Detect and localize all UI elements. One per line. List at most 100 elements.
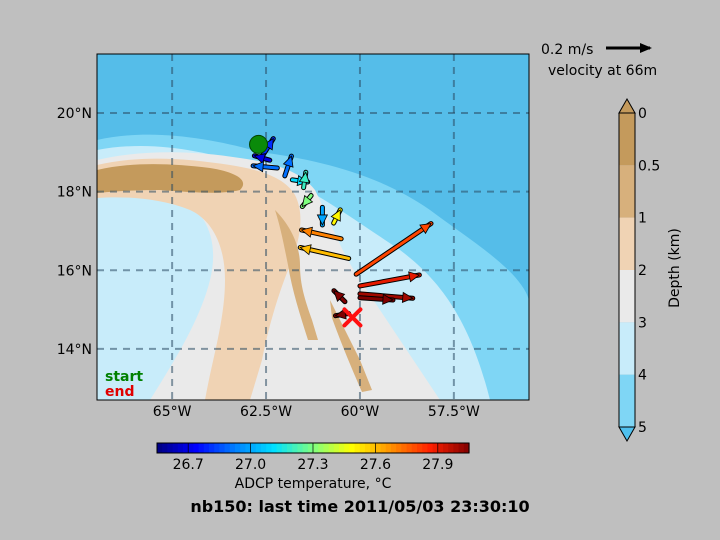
velocity-arrow-head	[262, 137, 274, 151]
y-tick-label: 16°N	[57, 263, 92, 279]
temperature-colorbar-segment	[443, 443, 449, 453]
temperature-colorbar-segment	[318, 443, 324, 453]
velocity-arrow-head	[382, 293, 394, 305]
velocity-arrow-head	[299, 244, 312, 256]
scale-value-label: 0.2 m/s	[541, 42, 593, 58]
temperature-colorbar-segment	[214, 443, 220, 453]
temperature-colorbar-segment	[281, 443, 288, 453]
temperature-colorbar-segment	[177, 443, 184, 453]
temperature-colorbar-segment	[380, 443, 387, 453]
temperature-colorbar-segment	[172, 443, 179, 453]
velocity-scale: 0.2 m/s velocity at 66m	[541, 42, 657, 79]
temperature-colorbar-segment	[297, 443, 304, 453]
temperature-colorbar-segment	[209, 443, 215, 453]
temperature-colorbar-segment	[219, 443, 226, 453]
y-tick-label: 14°N	[57, 342, 92, 358]
temperature-colorbar: 26.7 27.0 27.3 27.6 27.9	[156, 442, 470, 473]
temperature-colorbar-tick: 26.7	[173, 457, 204, 473]
track-end-marker	[342, 307, 363, 328]
depth-colorbar-frame	[618, 112, 636, 428]
bathymetry-shading	[97, 134, 529, 400]
temperature-colorbar-segment	[224, 443, 231, 453]
temperature-colorbar-tick: 27.9	[422, 457, 453, 473]
scale-arrow-head	[640, 43, 652, 53]
velocity-arrow-head	[408, 271, 421, 283]
temperature-colorbar-segment	[157, 443, 163, 453]
chart-title: nb150: last time 2011/05/03 23:30:10	[190, 497, 529, 516]
depth-colorbar-label: Depth (km)	[667, 228, 683, 308]
y-tick-label: 18°N	[57, 185, 92, 201]
temperature-colorbar-tick: 27.6	[360, 457, 391, 473]
temperature-colorbar-segment	[401, 443, 408, 453]
depth-colorbar-segment	[619, 113, 635, 166]
velocity-depth-label: velocity at 66m	[548, 63, 657, 79]
temperature-colorbar-segment	[313, 443, 319, 453]
temperature-colorbar-tick: 27.3	[297, 457, 328, 473]
temperature-colorbar-segment	[370, 443, 376, 453]
velocity-arrow-head	[419, 223, 432, 235]
temperature-colorbar-segment	[432, 443, 439, 453]
depth-colorbar-tick: 0.5	[638, 158, 660, 174]
velocity-arrow-head	[333, 290, 346, 303]
temperature-colorbar-segment	[333, 443, 340, 453]
velocity-arrow-head	[253, 153, 266, 165]
temperature-colorbar-segment	[427, 443, 434, 453]
velocity-arrow-head	[330, 209, 341, 222]
temperature-colorbar-segment	[375, 443, 382, 453]
end-marker-stroke	[342, 307, 363, 328]
temperature-colorbar-segment	[183, 443, 189, 453]
temperature-colorbar-segment	[292, 443, 298, 453]
velocity-vectors	[250, 136, 434, 320]
velocity-arrow-head	[252, 161, 264, 173]
temperature-colorbar-segment	[245, 443, 252, 453]
temperature-colorbar-segment	[458, 443, 465, 453]
velocity-arrow-head	[316, 214, 329, 226]
x-tick-label: 57.5°W	[428, 404, 480, 420]
temperature-colorbar-segment	[276, 443, 283, 453]
temperature-colorbar-tick: 27.0	[235, 457, 266, 473]
depth-colorbar-tick: 1	[638, 211, 647, 227]
velocity-arrow-head	[301, 194, 314, 208]
temperature-colorbar-segment	[359, 443, 366, 453]
track-start-marker	[249, 134, 269, 154]
temperature-colorbar-segment	[162, 443, 168, 453]
temperature-colorbar-label: ADCP temperature, °C	[235, 476, 392, 492]
temperature-colorbar-segment	[437, 443, 444, 453]
temperature-colorbar-segment	[411, 443, 418, 453]
temperature-colorbar-segment	[198, 443, 205, 453]
velocity-arrow-head	[300, 226, 313, 238]
depth-colorbar-top-extend	[618, 97, 636, 114]
temperature-colorbar-segment	[188, 443, 194, 453]
x-tick-label: 60°W	[341, 404, 380, 420]
temperature-colorbar-segment	[391, 443, 397, 453]
temperature-colorbar-segment	[417, 443, 423, 453]
temperature-colorbar-segment	[167, 443, 174, 453]
temperature-colorbar-segment	[328, 443, 335, 453]
depth-colorbar-segment	[619, 374, 635, 427]
temperature-colorbar-segment	[287, 443, 293, 453]
temperature-colorbar-segment	[406, 443, 413, 453]
temperature-colorbar-segment	[261, 443, 267, 453]
temperature-colorbar-segment	[396, 443, 402, 453]
temperature-colorbar-segment	[302, 443, 309, 453]
temperature-colorbar-segment	[354, 443, 361, 453]
depth-colorbar: 0 0.5 1 2 3 4 5	[618, 97, 660, 443]
temperature-colorbar-segment	[271, 443, 278, 453]
temperature-colorbar-segment	[193, 443, 200, 453]
temperature-colorbar-segment	[339, 443, 345, 453]
y-tick-label: 20°N	[57, 106, 92, 122]
temperature-colorbar-segment	[365, 443, 371, 453]
depth-colorbar-tick: 2	[638, 263, 647, 279]
x-axis-ticks: 65°W 62.5°W 60°W 57.5°W	[153, 404, 480, 420]
temperature-colorbar-segment	[266, 443, 272, 453]
temperature-colorbar-segment	[323, 443, 330, 453]
depth-colorbar-tick: 4	[638, 368, 647, 384]
temperature-colorbar-segment	[349, 443, 356, 453]
depth-colorbar-bottom-extend	[618, 426, 636, 443]
velocity-arrow-head	[298, 171, 310, 184]
map-panel: start end	[96, 53, 530, 401]
legend-start-label: start	[105, 369, 143, 385]
depth-colorbar-segment	[619, 165, 635, 218]
depth-colorbar-segment	[619, 270, 635, 323]
